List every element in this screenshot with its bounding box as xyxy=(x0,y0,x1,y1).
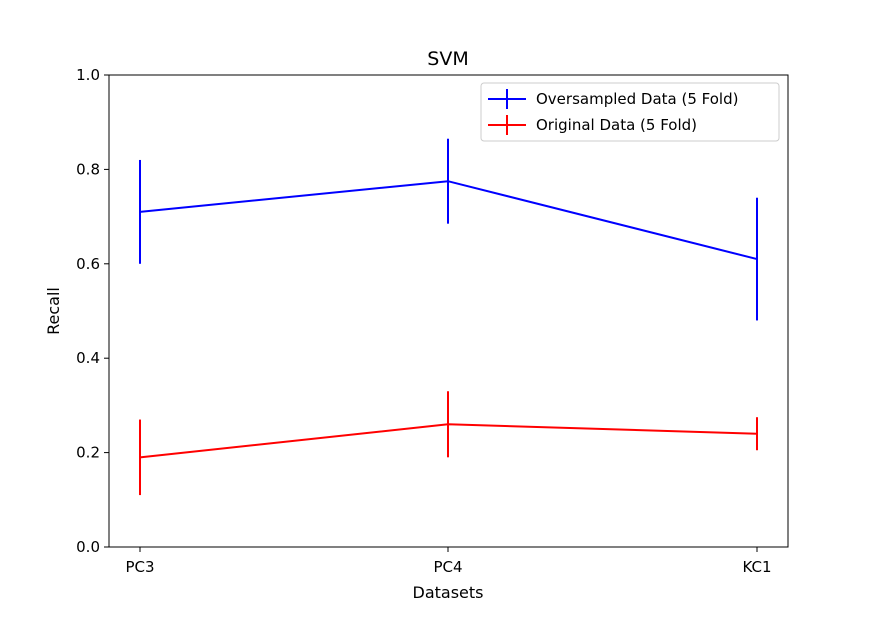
x-tick-label: PC4 xyxy=(433,558,462,576)
y-tick-label: 0.0 xyxy=(76,538,100,556)
legend: Oversampled Data (5 Fold) Original Data (… xyxy=(480,82,780,142)
y-axis-label: Recall xyxy=(44,287,63,335)
y-tick-label: 0.4 xyxy=(76,349,100,367)
y-tick-label: 1.0 xyxy=(76,66,100,84)
x-axis: PC3 PC4 KC1 xyxy=(125,547,772,576)
legend-label: Original Data (5 Fold) xyxy=(536,116,697,134)
y-tick-label: 0.2 xyxy=(76,444,100,462)
y-axis: 0.0 0.2 0.4 0.6 0.8 1.0 xyxy=(76,66,109,556)
series-layer xyxy=(139,138,758,496)
chart-title: SVM xyxy=(427,48,468,70)
y-tick-label: 0.6 xyxy=(76,255,100,273)
y-tick-label: 0.8 xyxy=(76,160,100,178)
legend-label: Oversampled Data (5 Fold) xyxy=(536,90,738,108)
x-tick-label: KC1 xyxy=(742,558,771,576)
x-axis-label: Datasets xyxy=(413,583,484,602)
legend-box xyxy=(480,82,780,142)
x-tick-label: PC3 xyxy=(125,558,154,576)
